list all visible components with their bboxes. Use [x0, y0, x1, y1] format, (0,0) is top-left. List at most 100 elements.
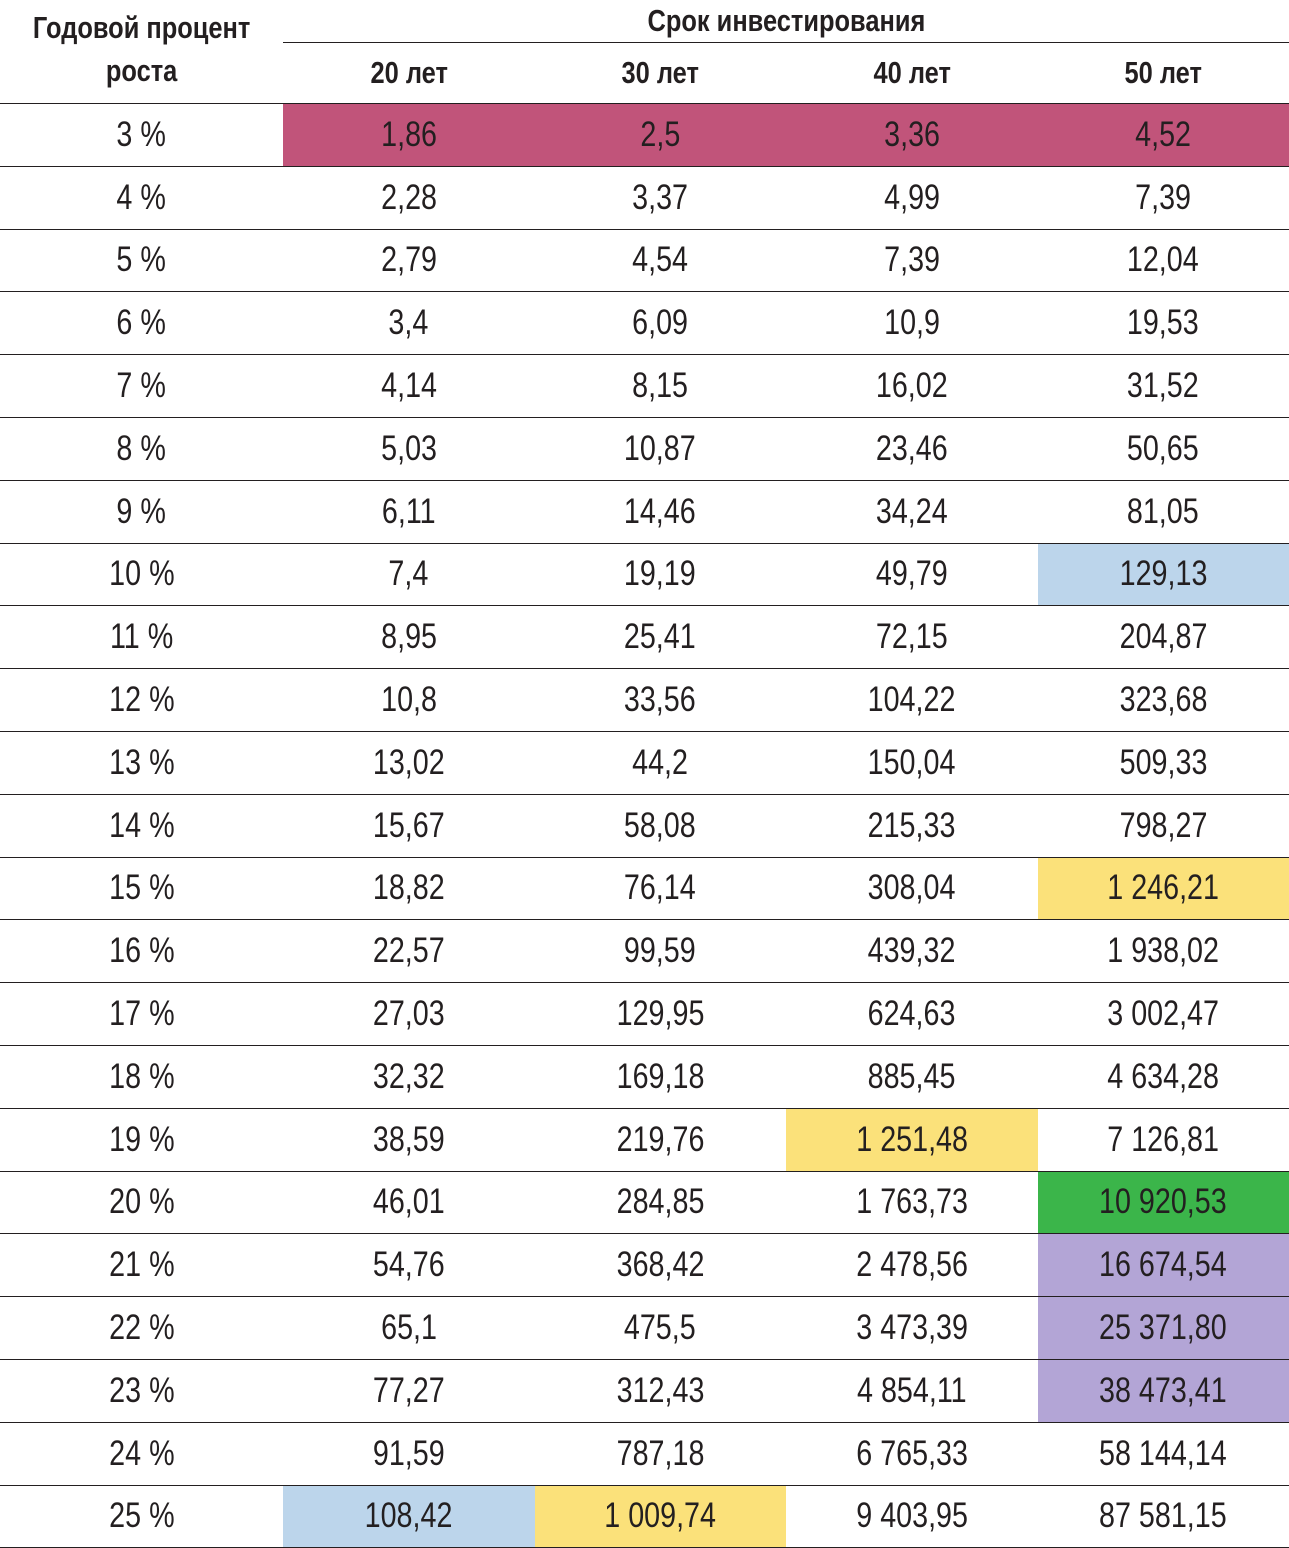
- rate-cell: 4 %: [0, 167, 283, 229]
- rate-label: 15 %: [108, 868, 175, 908]
- rate-cell: 7 %: [0, 355, 283, 417]
- value-text: 1 763,73: [855, 1182, 968, 1222]
- table-row: 5 % 2,79 4,54 7,39 12,04: [0, 230, 1289, 293]
- rate-cell: 3 %: [0, 104, 283, 166]
- value-cell: 885,45: [786, 1046, 1038, 1108]
- value-cell: 1,86: [283, 104, 535, 166]
- rate-label: 10 %: [108, 554, 175, 594]
- column-headers: 20 лет 30 лет 40 лет 50 лет: [283, 43, 1289, 104]
- value-text: 368,42: [616, 1245, 705, 1285]
- value-text: 323,68: [1119, 680, 1208, 720]
- value-cell: 4,99: [786, 167, 1038, 229]
- table-row: 17 % 27,03 129,95 624,63 3 002,47: [0, 983, 1289, 1046]
- table-row: 18 % 32,32 169,18 885,45 4 634,28: [0, 1046, 1289, 1109]
- rate-label: 5 %: [116, 240, 167, 280]
- value-cell: 10,8: [283, 669, 535, 731]
- value-text: 25,41: [624, 617, 697, 657]
- value-cell: 3,36: [786, 104, 1038, 166]
- rate-cell: 23 %: [0, 1360, 283, 1422]
- rate-label: 7 %: [116, 366, 167, 406]
- value-text: 4,14: [380, 366, 437, 406]
- value-cell: 8,95: [283, 606, 535, 668]
- value-text: 19,53: [1127, 303, 1200, 343]
- value-text: 16,02: [875, 366, 948, 406]
- value-text: 10,87: [624, 428, 697, 468]
- table-row: 3 % 1,86 2,5 3,36 4,52: [0, 104, 1289, 167]
- value-cell: 150,04: [786, 732, 1038, 794]
- value-text: 2,28: [380, 177, 437, 217]
- rate-label: 14 %: [108, 805, 175, 845]
- value-text: 9 403,95: [855, 1496, 968, 1536]
- table-row: 12 % 10,8 33,56 104,22 323,68: [0, 669, 1289, 732]
- value-cell: 3,37: [535, 167, 787, 229]
- value-cell: 215,33: [786, 795, 1038, 857]
- value-text: 4 634,28: [1107, 1056, 1220, 1096]
- rate-label: 25 %: [108, 1496, 175, 1536]
- value-cell: 312,43: [535, 1360, 787, 1422]
- value-text: 19,19: [624, 554, 697, 594]
- value-text: 104,22: [867, 680, 956, 720]
- value-text: 10,8: [380, 680, 437, 720]
- rate-label: 13 %: [108, 742, 175, 782]
- column-header-label: 20 лет: [370, 55, 448, 90]
- value-text: 4,54: [632, 240, 689, 280]
- rate-cell: 11 %: [0, 606, 283, 668]
- value-text: 8,15: [632, 366, 689, 406]
- value-cell: 87 581,15: [1038, 1486, 1289, 1548]
- column-header-30: 30 лет: [535, 43, 787, 103]
- value-text: 885,45: [867, 1056, 956, 1096]
- table-row: 21 % 54,76 368,42 2 478,56 16 674,54: [0, 1234, 1289, 1298]
- value-text: 31,52: [1127, 366, 1200, 406]
- column-header-label: 40 лет: [873, 55, 951, 90]
- value-cell: 23,46: [786, 418, 1038, 480]
- value-cell: 2,28: [283, 167, 535, 229]
- value-text: 7,39: [883, 240, 940, 280]
- value-text: 87 581,15: [1099, 1496, 1228, 1536]
- value-cell: 1 251,48: [786, 1108, 1038, 1171]
- table-row: 22 % 65,1 475,5 3 473,39 25 371,80: [0, 1297, 1289, 1360]
- value-text: 58 144,14: [1099, 1433, 1228, 1473]
- value-text: 3,36: [883, 114, 940, 154]
- value-cell: 31,52: [1038, 355, 1289, 417]
- value-cell: 13,02: [283, 732, 535, 794]
- table-row: 13 % 13,02 44,2 150,04 509,33: [0, 732, 1289, 795]
- value-cell: 2 478,56: [786, 1234, 1038, 1296]
- row-header-annual-growth-rate: Годовой процент роста: [0, 0, 283, 104]
- value-text: 10,9: [883, 303, 940, 343]
- value-text: 509,33: [1119, 742, 1208, 782]
- value-text: 108,42: [364, 1496, 453, 1536]
- value-cell: 3,4: [283, 292, 535, 354]
- table-row: 19 % 38,59 219,76 1 251,48 7 126,81: [0, 1108, 1289, 1172]
- value-text: 54,76: [372, 1245, 445, 1285]
- value-cell: 7,4: [283, 544, 535, 606]
- value-cell: 204,87: [1038, 606, 1289, 668]
- value-cell: 1 763,73: [786, 1172, 1038, 1234]
- value-cell: 323,68: [1038, 669, 1289, 731]
- value-cell: 50,65: [1038, 418, 1289, 480]
- table-row: 4 % 2,28 3,37 4,99 7,39: [0, 167, 1289, 230]
- table-row: 11 % 8,95 25,41 72,15 204,87: [0, 606, 1289, 670]
- value-text: 25 371,80: [1099, 1308, 1228, 1348]
- value-cell: 77,27: [283, 1360, 535, 1422]
- rate-cell: 9 %: [0, 481, 283, 543]
- table-row: 8 % 5,03 10,87 23,46 50,65: [0, 418, 1289, 481]
- value-cell: 7,39: [786, 230, 1038, 292]
- value-text: 1 251,48: [855, 1119, 968, 1159]
- value-text: 38 473,41: [1099, 1370, 1228, 1410]
- value-text: 6,09: [632, 303, 689, 343]
- value-cell: 219,76: [535, 1109, 787, 1171]
- value-cell: 10,87: [535, 418, 787, 480]
- table-body: 3 % 1,86 2,5 3,36 4,52 4 % 2,28 3,37 4,99 7,39 5 %…: [0, 104, 1289, 1548]
- table-row: 14 % 15,67 58,08 215,33 798,27: [0, 795, 1289, 858]
- row-header-line-2: роста: [105, 53, 178, 88]
- rate-cell: 5 %: [0, 230, 283, 292]
- rate-cell: 18 %: [0, 1046, 283, 1108]
- value-text: 219,76: [616, 1119, 705, 1159]
- value-cell: 65,1: [283, 1297, 535, 1359]
- value-text: 2,79: [380, 240, 437, 280]
- rate-cell: 12 %: [0, 669, 283, 731]
- column-header-50: 50 лет: [1038, 43, 1289, 103]
- value-text: 99,59: [624, 931, 697, 971]
- value-text: 50,65: [1127, 428, 1200, 468]
- table-row: 25 % 108,42 1 009,74 9 403,95 87 581,15: [0, 1485, 1289, 1548]
